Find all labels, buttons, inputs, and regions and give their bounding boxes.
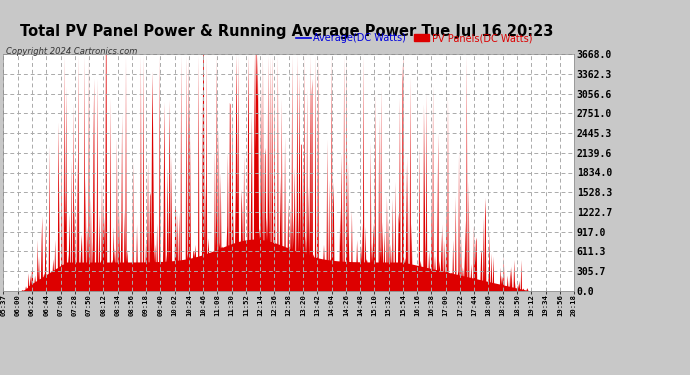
Legend: Average(DC Watts), PV Panels(DC Watts): Average(DC Watts), PV Panels(DC Watts) bbox=[292, 29, 536, 47]
Text: Copyright 2024 Cartronics.com: Copyright 2024 Cartronics.com bbox=[6, 47, 137, 56]
Text: Total PV Panel Power & Running Average Power Tue Jul 16 20:23: Total PV Panel Power & Running Average P… bbox=[19, 24, 553, 39]
